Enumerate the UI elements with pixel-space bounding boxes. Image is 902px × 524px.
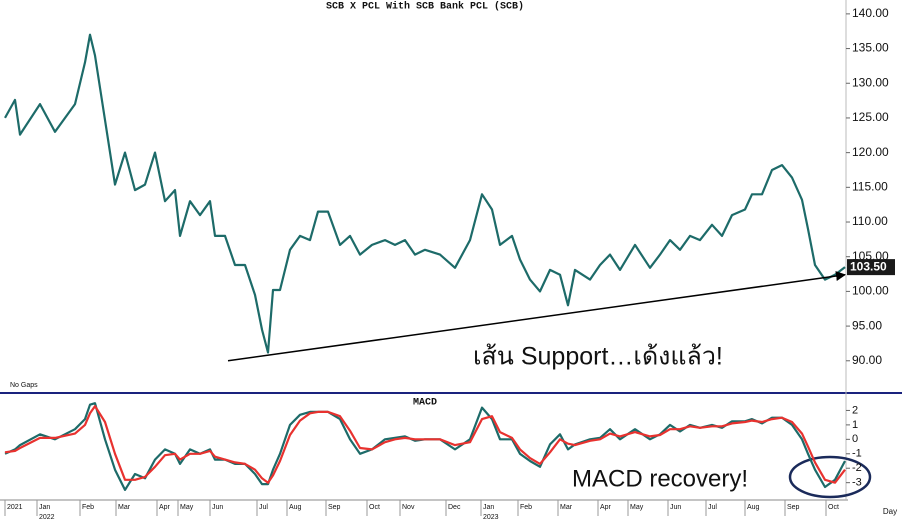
x-axis-label: Day xyxy=(883,507,897,516)
x-tick-label: Oct xyxy=(369,504,380,511)
series-line xyxy=(4,405,846,484)
highlight-ellipse xyxy=(788,455,872,499)
x-tick-label: 2021 xyxy=(7,504,23,511)
y-tick-label: 135.00 xyxy=(852,41,889,55)
y-tick-label: 120.00 xyxy=(852,145,889,159)
x-tick-label: Jan xyxy=(39,504,50,511)
x-tick-label: Apr xyxy=(159,504,171,511)
y-tick-label: -3 xyxy=(852,477,862,489)
x-tick-label: Sep xyxy=(787,504,800,511)
x-tick-label: Feb xyxy=(520,504,532,511)
y-tick-label: 125.00 xyxy=(852,110,889,124)
macd-title: MACD xyxy=(413,398,437,409)
x-tick-label: Jul xyxy=(708,504,717,511)
y-tick-label: 90.00 xyxy=(852,353,882,367)
y-tick-label: 95.00 xyxy=(852,318,882,332)
y-tick-label: 0 xyxy=(852,433,858,445)
x-tick-label: Sep xyxy=(328,504,341,511)
y-tick-label: 110.00 xyxy=(852,214,888,228)
y-tick-label: 140.00 xyxy=(852,6,889,20)
y-tick-label: 115.00 xyxy=(852,179,888,193)
last-value-box xyxy=(847,259,895,276)
year-label: 2022 xyxy=(39,514,55,521)
x-tick-label: Dec xyxy=(448,504,461,511)
x-tick-label: May xyxy=(180,504,194,511)
x-tick-label: Jun xyxy=(670,504,681,511)
x-tick-label: May xyxy=(630,504,644,511)
y-tick-label: -1 xyxy=(852,448,862,460)
year-label: 2023 xyxy=(483,514,499,521)
annotation: MACD recovery! xyxy=(572,465,748,492)
series-line xyxy=(4,33,846,354)
y-tick-label: 100.00 xyxy=(852,284,889,298)
x-tick-label: Jan xyxy=(483,504,494,511)
y-tick-label: 130.00 xyxy=(852,75,889,89)
x-tick-label: Mar xyxy=(560,504,573,511)
x-tick-label: Aug xyxy=(289,504,302,511)
chart-title: SCB X PCL With SCB Bank PCL (SCB) xyxy=(326,1,524,13)
annotation: เส้น Support…เด้งแล้ว! xyxy=(473,343,723,371)
y-tick-label: 2 xyxy=(852,404,858,416)
x-tick-label: Mar xyxy=(118,504,131,511)
note: No Gaps xyxy=(10,382,38,389)
x-tick-label: Feb xyxy=(82,504,94,511)
x-tick-label: Oct xyxy=(828,504,839,511)
x-tick-label: Jul xyxy=(259,504,268,511)
x-tick-label: Apr xyxy=(600,504,612,511)
y-tick-label: 1 xyxy=(852,419,858,431)
x-tick-label: Jun xyxy=(212,504,223,511)
x-tick-label: Nov xyxy=(402,504,415,511)
support-line xyxy=(227,271,846,362)
y-tick-label: -2 xyxy=(852,462,862,474)
last-value-label: 103.50 xyxy=(850,259,887,273)
x-tick-label: Aug xyxy=(747,504,760,511)
